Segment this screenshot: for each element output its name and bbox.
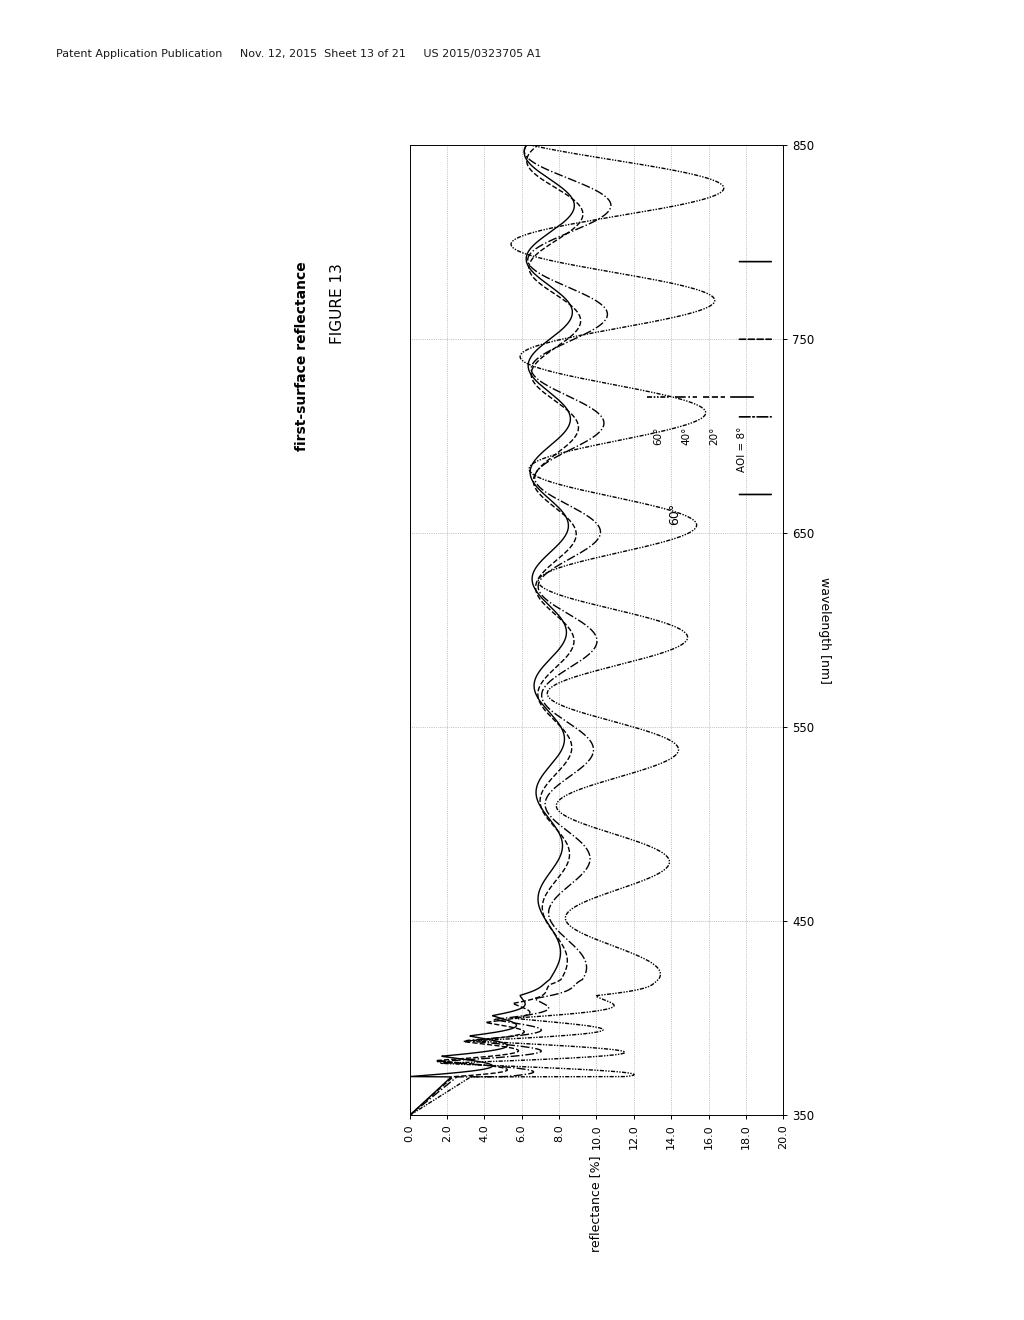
Text: 20°: 20° [710,426,719,445]
Text: AOI = 8°: AOI = 8° [737,426,748,473]
Y-axis label: wavelength [nm]: wavelength [nm] [818,577,831,684]
Text: 40°: 40° [681,426,691,445]
Text: 60°: 60° [653,426,664,445]
Text: FIGURE 13: FIGURE 13 [331,263,345,345]
Text: 60°: 60° [669,503,681,525]
Text: reflectance [%]: reflectance [%] [590,1155,602,1253]
Text: Patent Application Publication     Nov. 12, 2015  Sheet 13 of 21     US 2015/032: Patent Application Publication Nov. 12, … [56,49,542,59]
Text: first-surface reflectance: first-surface reflectance [295,261,309,451]
